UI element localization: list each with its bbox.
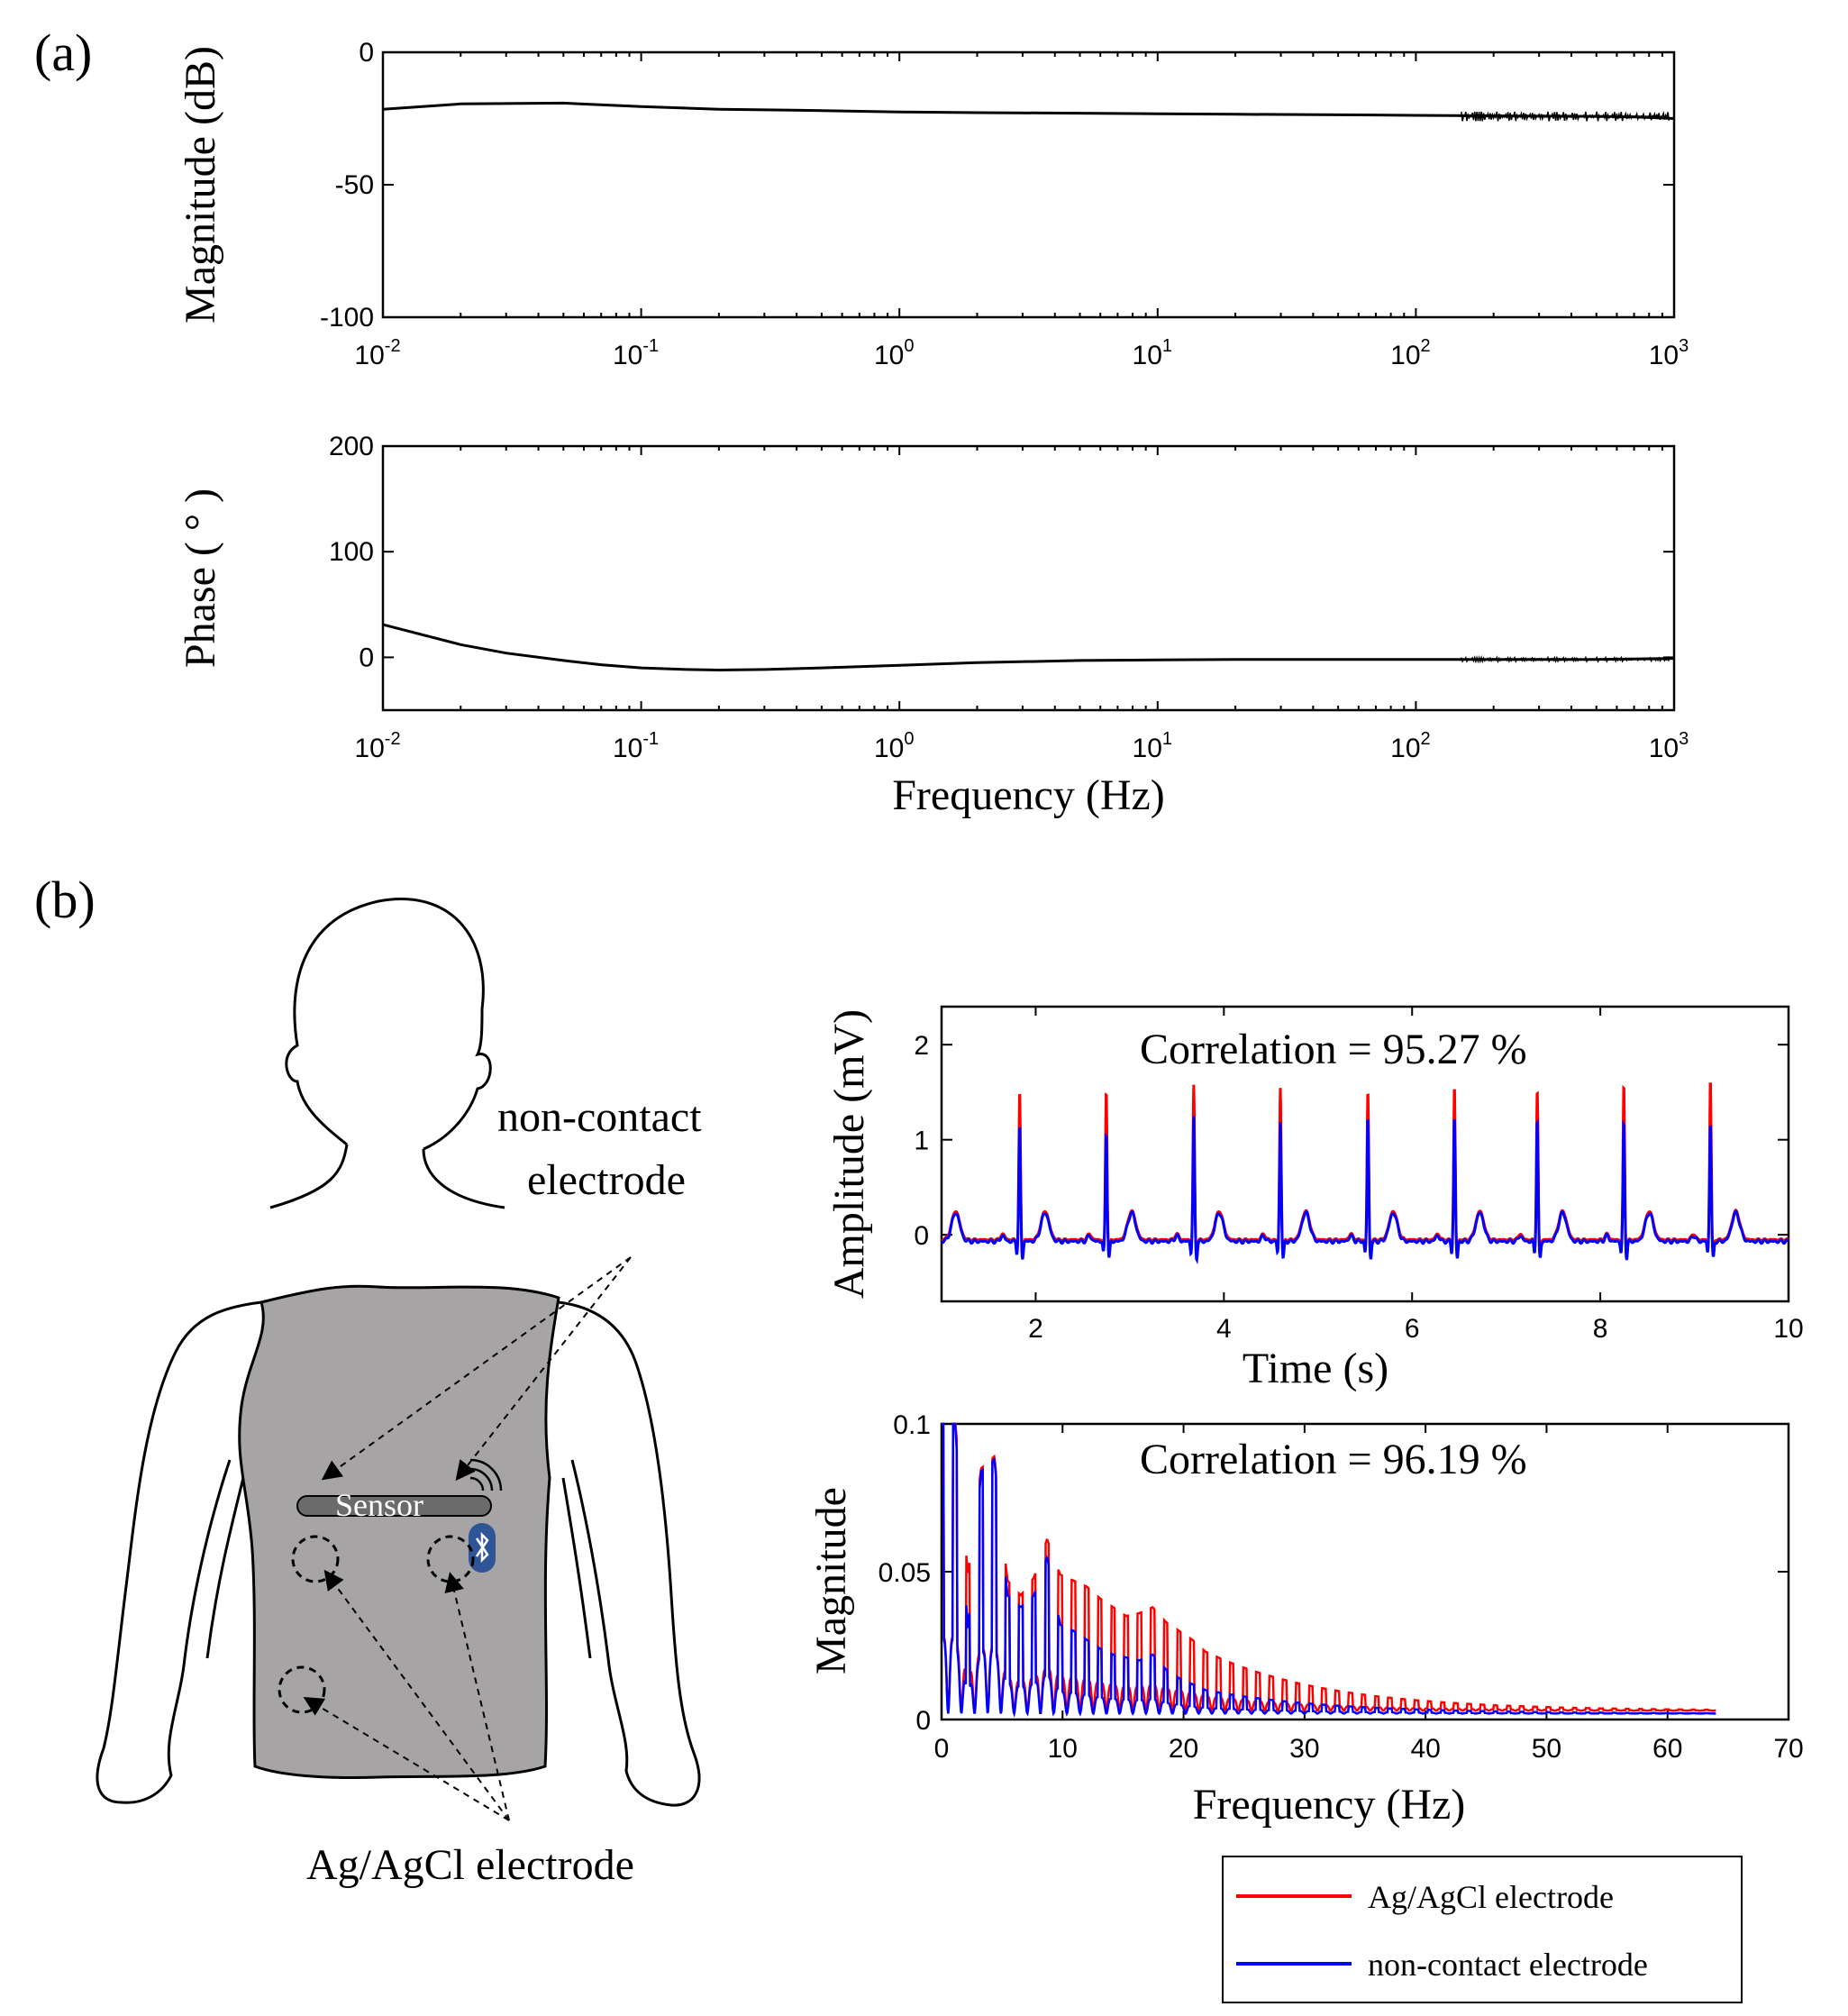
x-tick-label: 6 xyxy=(1405,1314,1420,1344)
x-tick-label: 103 xyxy=(1649,729,1689,763)
x-tick-label: 70 xyxy=(1773,1734,1803,1764)
ecg-ylabel: Amplitude (mV) xyxy=(825,1009,873,1299)
left-arm-inner xyxy=(205,1477,245,1659)
x-tick-label: 30 xyxy=(1289,1734,1319,1764)
panel-label-a: (a) xyxy=(34,23,92,82)
spectrum-ylabel: Magnitude xyxy=(807,1487,855,1674)
y-tick-label: 0 xyxy=(915,1706,931,1736)
ag-agcl-electrode-1 xyxy=(291,1535,340,1583)
spectrum-non-contact-series xyxy=(942,1422,1716,1719)
x-tick-label: 102 xyxy=(1390,729,1431,763)
x-tick-label: 4 xyxy=(1216,1314,1232,1344)
x-tick-label: 0 xyxy=(934,1734,950,1764)
sensor-bar xyxy=(296,1495,492,1517)
ag-agcl-label: Ag/AgCl electrode xyxy=(306,1841,634,1889)
neck-outline xyxy=(269,1144,349,1209)
magnitude-bode-ylabel: Magnitude (dB) xyxy=(177,46,224,324)
phase-bode-noise xyxy=(1461,654,1670,664)
ecg-xlabel: Time (s) xyxy=(1243,1345,1388,1392)
magnitude-bode-noise xyxy=(1461,110,1670,122)
right-arm-inner xyxy=(561,1477,592,1659)
x-tick-label: 50 xyxy=(1532,1734,1561,1764)
ecg-spectrum-chart: 0 10 20 30 40 50 60 70 0.1 0.05 0 Correlation = 96.… xyxy=(807,1410,1804,1829)
ag-agcl-arrow-3 xyxy=(303,1696,510,1821)
x-tick-label: 10-2 xyxy=(354,336,400,370)
spectrum-correlation: Correlation = 96.19 % xyxy=(1140,1436,1527,1483)
x-tick-label: 20 xyxy=(1169,1734,1198,1764)
x-tick-label: 8 xyxy=(1593,1314,1608,1344)
y-tick-label: 200 xyxy=(329,432,374,461)
y-tick-label: 0 xyxy=(914,1221,929,1251)
ecg-correlation: Correlation = 95.27 % xyxy=(1140,1026,1527,1073)
spectrum-xlabel: Frequency (Hz) xyxy=(1193,1781,1466,1829)
non-contact-label-1: non-contact xyxy=(497,1093,702,1141)
y-tick-label: 0.05 xyxy=(878,1558,931,1588)
y-tick-label: -50 xyxy=(335,170,374,200)
legend-box xyxy=(1222,1856,1743,2003)
x-tick-label: 10 xyxy=(1773,1314,1803,1344)
y-tick-label: 100 xyxy=(329,537,374,567)
x-tick-label: 60 xyxy=(1652,1734,1682,1764)
x-tick-label: 101 xyxy=(1133,336,1173,370)
y-tick-label: 0 xyxy=(359,38,374,68)
left-arm-outline xyxy=(96,1300,262,1804)
legend-label-ag-agcl: Ag/AgCl electrode xyxy=(1368,1879,1614,1915)
magnitude-bode-axes-box xyxy=(381,50,1676,319)
non-contact-arrow-1 xyxy=(321,1256,632,1481)
right-arm-outline xyxy=(558,1300,701,1807)
phase-bode-ylabel: Phase ( ° ) xyxy=(177,488,224,668)
x-tick-label: 40 xyxy=(1410,1734,1440,1764)
x-tick-label: 103 xyxy=(1649,336,1689,370)
legend: Ag/AgCl electrode non-contact electrode xyxy=(1222,1856,1743,2003)
ag-agcl-electrode-3 xyxy=(278,1665,326,1714)
panel-label-b: (b) xyxy=(34,871,96,929)
ag-agcl-electrode-2 xyxy=(426,1535,475,1583)
x-tick-label: 101 xyxy=(1133,729,1173,763)
y-tick-label: 2 xyxy=(914,1031,929,1061)
head-outline xyxy=(285,898,492,1151)
x-tick-label: 2 xyxy=(1028,1314,1043,1344)
x-tick-label: 100 xyxy=(874,729,914,763)
y-tick-label: 0.1 xyxy=(893,1410,931,1440)
magnitude-chart: 10-2 10-1 100 101 102 103 0 -50 -100 Magnitude (d… xyxy=(177,38,1689,370)
neck-outline-right xyxy=(422,1148,505,1209)
ag-agcl-arrow-1 xyxy=(323,1569,510,1821)
x-tick-label: 100 xyxy=(874,336,914,370)
phase-bode-xlabel: Frequency (Hz) xyxy=(892,771,1165,819)
x-tick-label: 10 xyxy=(1048,1734,1078,1764)
ecg-time-axes-box xyxy=(940,1005,1790,1303)
body-diagram: Sensor non-contact electrode Ag/AgCl ele… xyxy=(96,898,702,1889)
non-contact-label-2: electrode xyxy=(527,1156,686,1204)
x-tick-label: 10-2 xyxy=(354,729,400,763)
phase-chart: 10-2 10-1 100 101 102 103 200 100 0 Phase ( ° ) Fr… xyxy=(177,432,1689,819)
x-tick-label: 10-1 xyxy=(613,729,659,763)
y-tick-label: 1 xyxy=(914,1127,929,1156)
phase-bode-line xyxy=(382,623,1675,672)
x-tick-label: 102 xyxy=(1390,336,1431,370)
ecg-non-contact-series xyxy=(941,1116,1790,1264)
x-tick-label: 10-1 xyxy=(613,336,659,370)
phase-bode-axes-box xyxy=(381,444,1676,712)
bluetooth-icon xyxy=(469,1523,496,1573)
y-tick-label: -100 xyxy=(320,303,374,333)
legend-label-non-contact: non-contact electrode xyxy=(1368,1947,1648,1983)
sensor-label: Sensor xyxy=(335,1487,423,1523)
y-tick-label: 0 xyxy=(359,643,374,672)
vest xyxy=(238,1284,560,1779)
